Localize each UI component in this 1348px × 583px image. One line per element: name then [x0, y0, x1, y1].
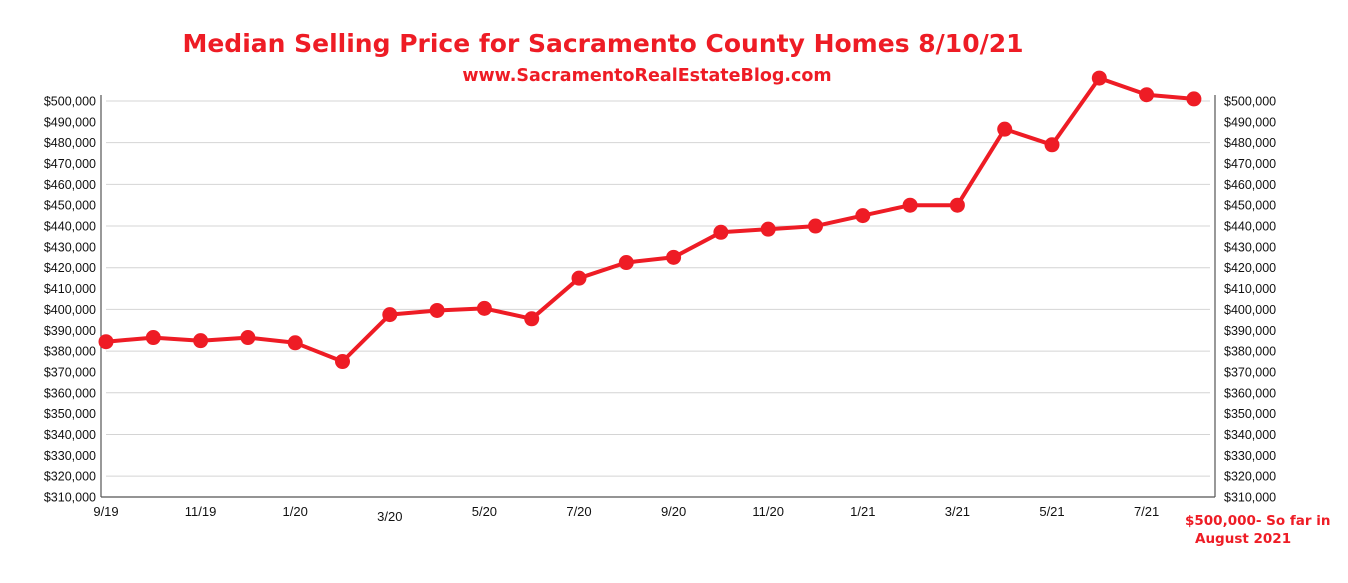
y-tick-label-right: $470,000 — [1224, 157, 1276, 171]
x-tick-label: 7/20 — [566, 504, 591, 519]
data-point — [382, 307, 398, 323]
y-tick-label-right: $330,000 — [1224, 449, 1276, 463]
y-tick-label-left: $310,000 — [44, 491, 96, 505]
y-tick-label-left: $470,000 — [44, 157, 96, 171]
y-tick-label-right: $400,000 — [1224, 303, 1276, 317]
chart-subtitle: www.SacramentoRealEstateBlog.com — [462, 66, 831, 86]
series-line — [104, 76, 1196, 364]
y-tick-label-right: $480,000 — [1224, 136, 1276, 150]
x-tick-label: 3/21 — [945, 504, 970, 519]
data-point — [476, 300, 492, 316]
y-tick-label-right: $410,000 — [1224, 282, 1276, 296]
y-tick-label-right: $390,000 — [1224, 324, 1276, 338]
y-tick-label-left: $380,000 — [44, 345, 96, 359]
x-tick-label: 5/21 — [1039, 504, 1064, 519]
y-tick-label-right: $450,000 — [1224, 199, 1276, 213]
y-tick-label-left: $370,000 — [44, 365, 96, 379]
y-tick-label-right: $460,000 — [1224, 178, 1276, 192]
data-point — [429, 302, 445, 318]
y-tick-label-left: $390,000 — [44, 324, 96, 338]
y-tick-label-left: $320,000 — [44, 470, 96, 484]
y-tick-label-left: $400,000 — [44, 303, 96, 317]
x-tick-label: 3/20 — [377, 509, 402, 524]
y-tick-label-right: $360,000 — [1224, 386, 1276, 400]
chart-title: Median Selling Price for Sacramento Coun… — [182, 29, 1023, 58]
annotation-line-1: $500,000- So far in — [1185, 513, 1330, 529]
y-tick-label-left: $460,000 — [44, 178, 96, 192]
data-point — [145, 330, 161, 346]
data-point — [666, 249, 682, 265]
data-point — [808, 218, 823, 234]
y-tick-label-right: $440,000 — [1224, 220, 1276, 234]
y-tick-label-right: $500,000 — [1224, 95, 1276, 109]
y-tick-label-left: $420,000 — [44, 261, 96, 275]
data-point — [287, 335, 303, 351]
data-point — [760, 221, 776, 237]
y-tick-label-left: $330,000 — [44, 449, 96, 463]
x-tick-label: 7/21 — [1134, 504, 1159, 519]
data-point — [571, 270, 587, 286]
y-tick-label-right: $310,000 — [1224, 491, 1276, 505]
data-point — [1044, 137, 1060, 153]
data-point — [240, 330, 256, 346]
y-tick-label-left: $450,000 — [44, 199, 96, 213]
y-axis-right: $310,000 $320,000 $330,000 $340,000 $350,000… — [1224, 95, 1276, 505]
y-tick-label-left: $430,000 — [44, 240, 96, 254]
y-tick-label-right: $430,000 — [1224, 240, 1276, 254]
y-tick-label-right: $380,000 — [1224, 345, 1276, 359]
data-point — [618, 255, 634, 271]
data-point — [193, 333, 209, 349]
data-point — [335, 354, 350, 370]
y-tick-label-right: $370,000 — [1224, 365, 1276, 379]
x-tick-label: 11/20 — [752, 504, 784, 519]
x-tick-label: 1/20 — [283, 504, 308, 519]
data-point — [1091, 70, 1107, 86]
y-tick-label-left: $360,000 — [44, 386, 96, 400]
data-point — [1139, 87, 1155, 103]
data-point — [1186, 91, 1202, 107]
y-tick-label-left: $350,000 — [44, 407, 96, 421]
data-point — [524, 311, 540, 327]
price-series — [98, 70, 1202, 370]
data-point — [855, 208, 871, 224]
x-tick-label: 5/20 — [472, 504, 497, 519]
x-axis: 9/19 11/19 1/20 3/20 5/20 7/20 9/20 11/20 1/21 3/… — [93, 504, 1159, 524]
data-point — [997, 121, 1013, 137]
y-tick-label-right: $350,000 — [1224, 407, 1276, 421]
y-tick-label-right: $340,000 — [1224, 428, 1276, 442]
annotation-line-2: August 2021 — [1195, 531, 1291, 547]
y-tick-label-left: $410,000 — [44, 282, 96, 296]
y-tick-label-left: $440,000 — [44, 220, 96, 234]
y-tick-label-left: $500,000 — [44, 95, 96, 109]
gridlines — [100, 95, 1216, 498]
x-tick-label: 11/19 — [185, 504, 217, 519]
x-tick-label: 9/20 — [661, 504, 686, 519]
y-tick-label-right: $490,000 — [1224, 115, 1276, 129]
data-point — [713, 224, 729, 240]
data-point — [902, 197, 918, 213]
y-tick-label-left: $340,000 — [44, 428, 96, 442]
y-tick-label-right: $420,000 — [1224, 261, 1276, 275]
x-tick-label: 1/21 — [850, 504, 875, 519]
y-tick-label-left: $490,000 — [44, 115, 96, 129]
x-tick-label: 9/19 — [93, 504, 118, 519]
y-axis-left: $310,000 $320,000 $330,000 $340,000 $350,000… — [44, 95, 96, 505]
y-tick-label-left: $480,000 — [44, 136, 96, 150]
y-tick-label-right: $320,000 — [1224, 470, 1276, 484]
data-point — [98, 334, 114, 350]
data-point — [949, 197, 965, 213]
